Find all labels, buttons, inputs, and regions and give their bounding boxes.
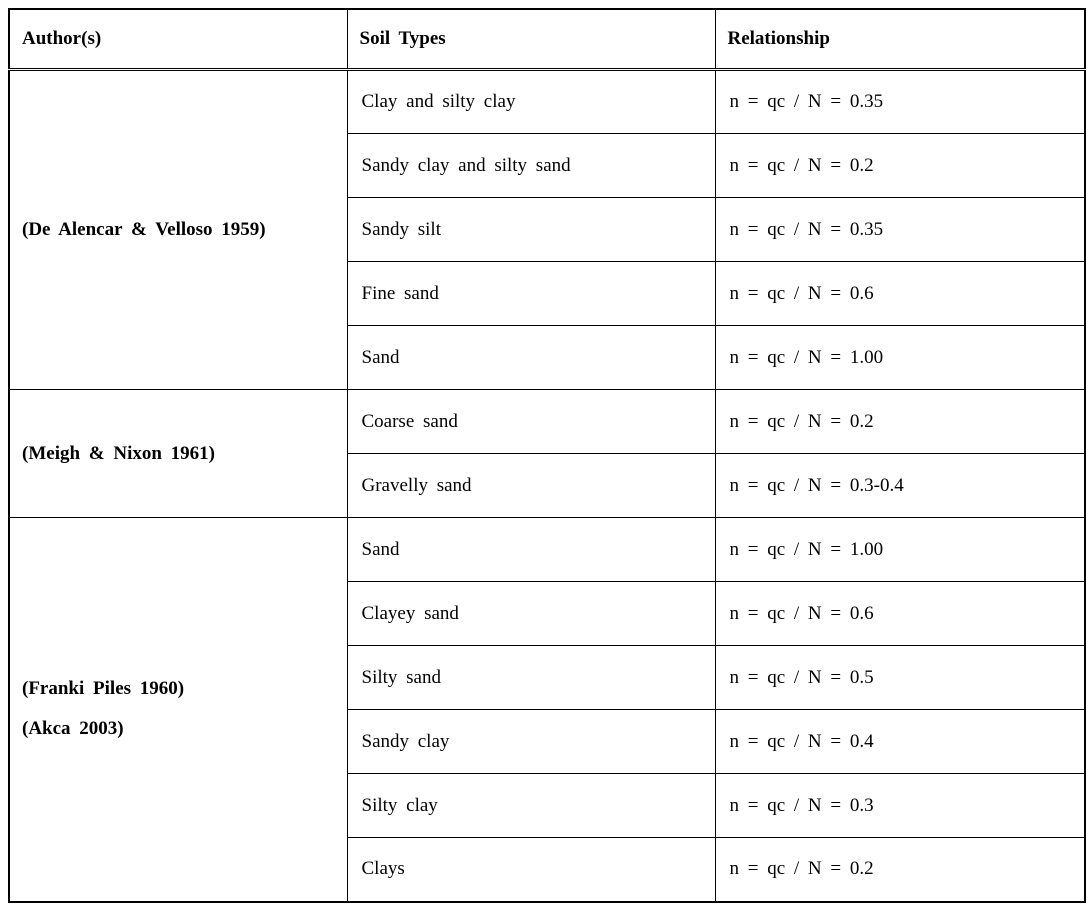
table-row: (De Alencar & Velloso 1959) Clay and sil… [9,70,1085,134]
relationship-cell: n = qc / N = 0.5 [715,646,1085,710]
soil-type-cell: Sandy silt [347,198,715,262]
table-row: (Meigh & Nixon 1961) Coarse sand n = qc … [9,390,1085,454]
author-cell: (De Alencar & Velloso 1959) [9,70,347,390]
soil-type-cell: Clays [347,838,715,902]
soil-type-cell: Gravelly sand [347,454,715,518]
author-line: (Meigh & Nixon 1961) [22,443,339,465]
relationship-cell: n = qc / N = 0.3 [715,774,1085,838]
relationship-cell: n = qc / N = 1.00 [715,518,1085,582]
soil-type-cell: Silty sand [347,646,715,710]
soil-type-cell: Sandy clay and silty sand [347,134,715,198]
relationship-cell: n = qc / N = 0.3-0.4 [715,454,1085,518]
soil-type-cell: Sand [347,518,715,582]
relationship-cell: n = qc / N = 0.6 [715,582,1085,646]
author-line: (De Alencar & Velloso 1959) [22,219,339,241]
soil-type-cell: Fine sand [347,262,715,326]
soil-type-cell: Sandy clay [347,710,715,774]
relationship-cell: n = qc / N = 0.2 [715,134,1085,198]
author-cell: (Meigh & Nixon 1961) [9,390,347,518]
relationship-cell: n = qc / N = 0.35 [715,70,1085,134]
relationship-cell: n = qc / N = 0.2 [715,390,1085,454]
soil-type-cell: Coarse sand [347,390,715,454]
soil-type-cell: Sand [347,326,715,390]
relationship-cell: n = qc / N = 1.00 [715,326,1085,390]
soil-type-cell: Silty clay [347,774,715,838]
table-row: (Franki Piles 1960) (Akca 2003) Sand n =… [9,518,1085,582]
header-soil-types: Soil Types [347,9,715,70]
author-line: (Franki Piles 1960) [22,678,339,700]
soil-relationship-table: Author(s) Soil Types Relationship (De Al… [8,8,1086,903]
header-authors: Author(s) [9,9,347,70]
soil-type-cell: Clayey sand [347,582,715,646]
author-line: (Akca 2003) [22,718,339,740]
relationship-cell: n = qc / N = 0.4 [715,710,1085,774]
relationship-cell: n = qc / N = 0.6 [715,262,1085,326]
relationship-cell: n = qc / N = 0.2 [715,838,1085,902]
table-header-row: Author(s) Soil Types Relationship [9,9,1085,70]
soil-type-cell: Clay and silty clay [347,70,715,134]
author-cell: (Franki Piles 1960) (Akca 2003) [9,518,347,902]
header-relationship: Relationship [715,9,1085,70]
relationship-cell: n = qc / N = 0.35 [715,198,1085,262]
